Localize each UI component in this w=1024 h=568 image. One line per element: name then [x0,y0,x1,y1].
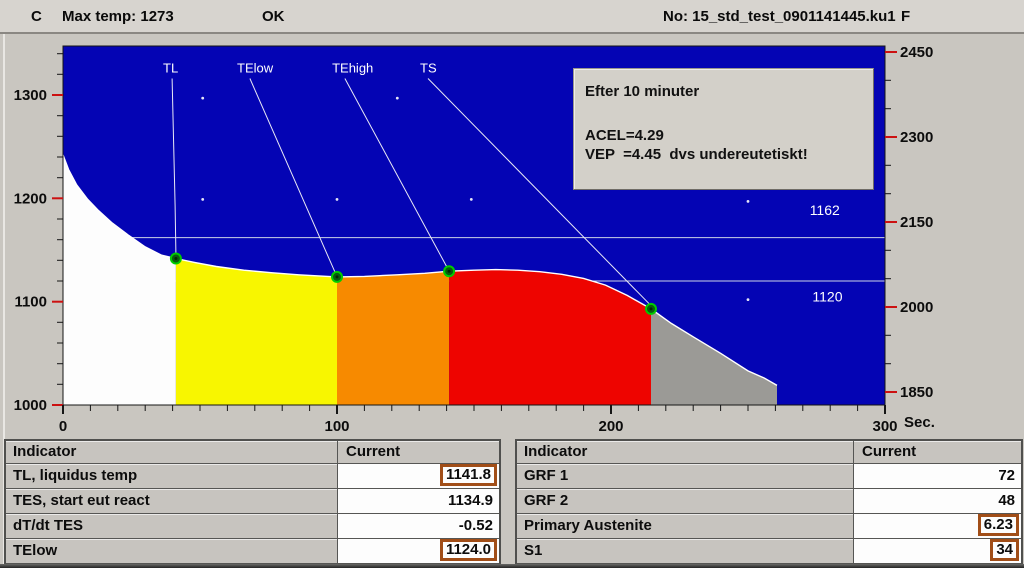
cooling-curve [62,154,778,387]
table-row: TElow 1124.0 [6,539,499,564]
highlight-box: 6.23 [977,514,1019,536]
analysis-info-box: Efter 10 minuter ACEL=4.29 VEP =4.45 dvs… [573,68,874,190]
table-row: GRF 1 72 [517,464,1021,489]
right-axis-unit-label: F [901,8,911,25]
indicator-label: Primary Austenite [517,514,854,539]
left-axis-label: 1200 [14,190,47,207]
region-end-of-solidification [651,308,777,405]
x-axis-label: 200 [598,418,623,435]
indicator-label-TEhigh: TEhigh [332,60,373,75]
x-axis-label: 300 [872,418,897,435]
indicator-label: TElow [6,539,338,564]
x-axis-label: 100 [324,418,349,435]
header-indicator: Indicator [6,441,338,464]
status-ok-label: OK [262,8,285,25]
marker-center-TL [174,257,178,260]
table-row: dT/dt TES -0.52 [6,514,499,539]
table-row: GRF 2 48 [517,489,1021,514]
header-indicator: Indicator [517,441,854,464]
table-row: Primary Austenite 6.23 [517,514,1021,539]
info-box-acel-line: ACEL=4.29 [585,127,664,144]
highlight-box: 1141.8 [439,464,497,486]
header-current: Current [854,441,1021,464]
bottom-window-edge [0,564,1024,568]
right-axis-label: 2000 [900,299,933,316]
table-row: S1 34 [517,539,1021,564]
indicator-table-right: Indicator Current GRF 1 72 GRF 2 48 Primary Au… [515,439,1023,568]
indicator-label: GRF 1 [517,464,854,489]
reference-label-1120: 1120 [812,289,842,305]
indicator-value: 1141.8 [338,464,499,489]
indicator-value: 1124.0 [338,539,499,564]
table-header-row: Indicator Current [517,441,1021,464]
header-current: Current [338,441,499,464]
region-undercooled-liquid [63,154,176,405]
indicator-label-TElow: TElow [237,60,274,75]
grid-dot [746,200,750,203]
indicator-value: 1134.9 [338,489,499,514]
region-eutectic-main [449,269,651,405]
indicator-label: dT/dt TES [6,514,338,539]
right-axis-label: 1850 [900,384,933,401]
indicator-value: 72 [854,464,1021,489]
indicator-value: -0.52 [338,514,499,539]
indicator-label: TL, liquidus temp [6,464,338,489]
indicator-table-left: Indicator Current TL, liquidus temp 1141.8 T… [4,439,501,568]
x-axis-label: 0 [59,418,67,435]
indicator-label: TES, start eut react [6,489,338,514]
indicator-label: S1 [517,539,854,564]
x-axis-unit-label: Sec. [904,414,935,431]
region-primary-solidification [175,258,337,405]
reference-label-1162: 1162 [810,202,840,218]
marker-center-TElow [335,275,339,279]
region-eutectic-early [337,271,450,405]
right-axis-label: 2300 [900,129,933,146]
grid-dot [746,298,750,301]
grid-dot [335,198,339,201]
grid-dot [469,198,473,201]
left-axis-label: 1300 [14,87,47,104]
title-bar: C Max temp: 1273 OK No: 15_std_test_0901… [0,0,1024,34]
grid-dot [395,96,399,100]
indicator-label: GRF 2 [517,489,854,514]
indicator-label-TS: TS [420,60,437,75]
sample-file-number: No: 15_std_test_0901141445.ku1 [663,8,896,25]
grid-dot [201,96,205,100]
right-axis-label: 2450 [900,44,933,61]
left-axis-unit-label: C [31,8,42,25]
indicator-value: 34 [854,539,1021,564]
indicator-label-TL: TL [163,60,178,75]
left-axis-label: 1000 [14,397,47,414]
left-axis-label: 1100 [14,294,47,311]
indicator-value: 48 [854,489,1021,514]
table-row: TES, start eut react 1134.9 [6,489,499,514]
info-box-vep-line: VEP =4.45 dvs undereutetiskt! [585,146,808,163]
table-header-row: Indicator Current [6,441,499,464]
grid-dot [201,198,205,201]
marker-center-TS [649,307,653,311]
highlight-box: 34 [990,539,1019,561]
right-axis-label: 2150 [900,214,933,231]
window-edge-highlight [3,34,5,568]
info-box-title: Efter 10 minuter [585,83,700,100]
table-row: TL, liquidus temp 1141.8 [6,464,499,489]
marker-center-TEhigh [447,269,451,273]
indicator-value: 6.23 [854,514,1021,539]
highlight-box: 1124.0 [439,539,497,561]
max-temp-label: Max temp: 1273 [62,8,174,25]
